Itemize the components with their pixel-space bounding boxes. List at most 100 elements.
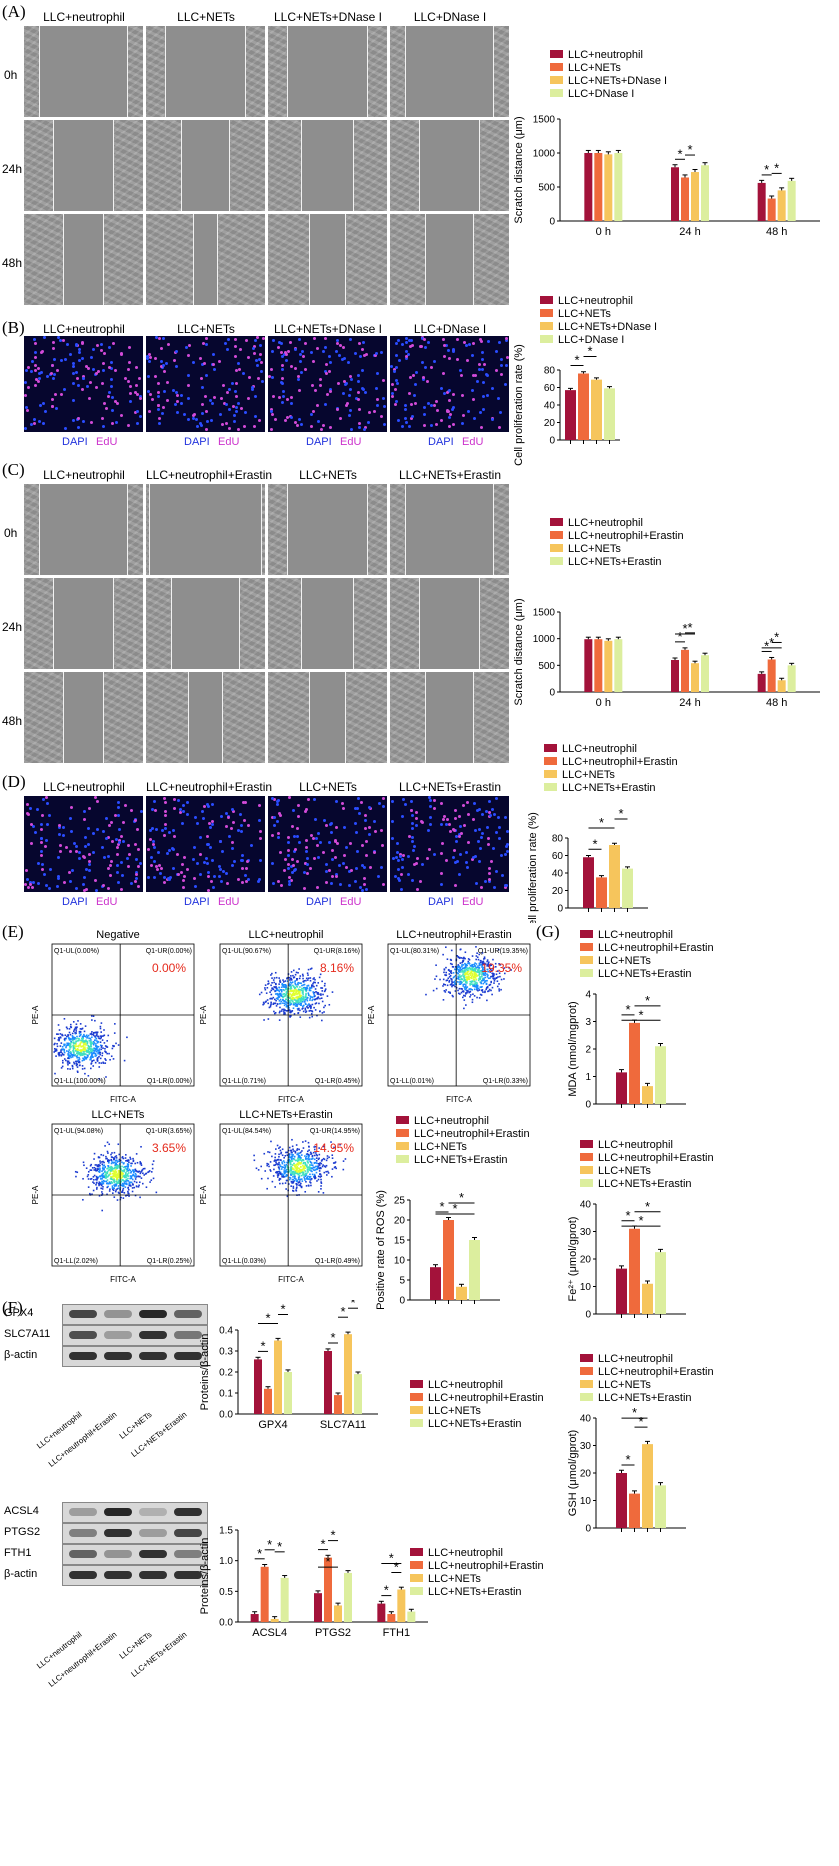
flow-event [279,1182,281,1185]
legend-label-0: LLC+neutrophil [414,1115,489,1127]
y-tick-label: 0 [557,904,563,915]
flow-event [99,1167,101,1170]
flow-event [129,1175,132,1177]
flow-event [284,1165,287,1168]
flow-event [283,1013,285,1015]
y-tick-label: 15 [394,1236,406,1247]
flow-event [308,1010,311,1012]
fluorescence-B-2 [268,336,387,432]
flow-event [291,1145,294,1148]
flow-event [92,1047,94,1050]
flow-event [82,1035,85,1038]
flow-event [310,1178,313,1180]
flow-event [450,959,453,962]
flow-event [67,1063,69,1066]
flow-event [107,1175,109,1178]
flow-event [295,971,298,974]
flow-event [308,988,311,990]
flow-event [319,997,321,1000]
flow-event [90,1042,92,1044]
flow-event [457,955,459,958]
flow-event [323,1158,326,1161]
flow-event [103,1180,106,1183]
flow-event [274,1156,276,1159]
flow-event [115,1042,117,1045]
flow-event [82,1037,85,1040]
flow-event [490,980,493,983]
flow-event [114,1155,117,1158]
micrograph-A-r1-c3 [390,120,509,211]
flow-event [291,993,294,996]
flow-event [99,1037,101,1040]
flow-event [307,968,310,971]
flow-event [101,1176,104,1178]
flow-event [107,1169,110,1172]
flow-event [299,1169,301,1171]
legend-swatch-1 [580,1367,593,1375]
flow-event [102,1179,105,1182]
flow-event [90,1015,93,1017]
flow-event [318,1157,320,1160]
blot-label: β-actin [4,1349,38,1361]
bar-1-1 [334,1395,342,1414]
flow-event [442,999,445,1001]
flow-event [109,1172,112,1175]
legend-swatch-3 [396,1155,409,1163]
flow-event [288,1153,291,1156]
flow-event [292,1000,294,1003]
flow-event [89,1040,92,1043]
flow-event [272,996,275,999]
flow-event [75,1055,78,1058]
flow-event [459,962,462,964]
flow-event [104,1058,106,1060]
flow-event [482,970,484,973]
flow-event [444,983,446,986]
flow-event [65,1037,67,1040]
flow-event [307,1006,309,1009]
flow-event [115,1168,117,1171]
sig-star: * [350,1300,355,1310]
flow-event [490,975,492,978]
flow-event [293,1164,295,1167]
flow-event [484,976,487,979]
flow-event [490,964,492,966]
flow-event [89,1037,92,1040]
flow-event [282,981,285,983]
flow-event [108,1143,111,1146]
flow-event [326,1174,328,1176]
flow-event [94,1053,97,1055]
flow-event [295,1178,297,1180]
sig-star: * [280,1302,285,1317]
flow-event [279,1006,281,1009]
flow-event [89,1169,92,1171]
flow-event [116,1199,119,1201]
sig-star: * [267,1537,272,1552]
y-tick-label: 0 [585,1524,591,1535]
flow-event [110,1167,112,1170]
flow-event [83,1043,86,1045]
flow-event [113,1180,116,1183]
flow-event [127,1175,129,1177]
flow-event [299,1163,302,1165]
blot-strip [62,1523,208,1544]
flow-event [466,970,469,973]
flow-event [447,969,450,971]
flow-event [134,1175,136,1178]
flow-event [289,1015,291,1017]
sig-star: * [330,1330,335,1345]
flow-event [91,1033,93,1036]
bar-0-2 [377,1603,386,1622]
y-tick-label: 20 [580,1469,592,1480]
flow-event [313,1176,316,1179]
flow-event [117,1169,120,1172]
bar-1-0 [260,1566,269,1622]
flow-event [77,1059,80,1062]
flow-event [307,1141,310,1144]
flow-event [72,1049,74,1052]
flow-event [304,1155,306,1157]
flow-event [296,1148,299,1150]
flow-event [100,1031,103,1033]
flow-event [106,1186,109,1189]
channel-dapi-B-1: DAPI [184,436,210,448]
flow-event [450,972,453,975]
